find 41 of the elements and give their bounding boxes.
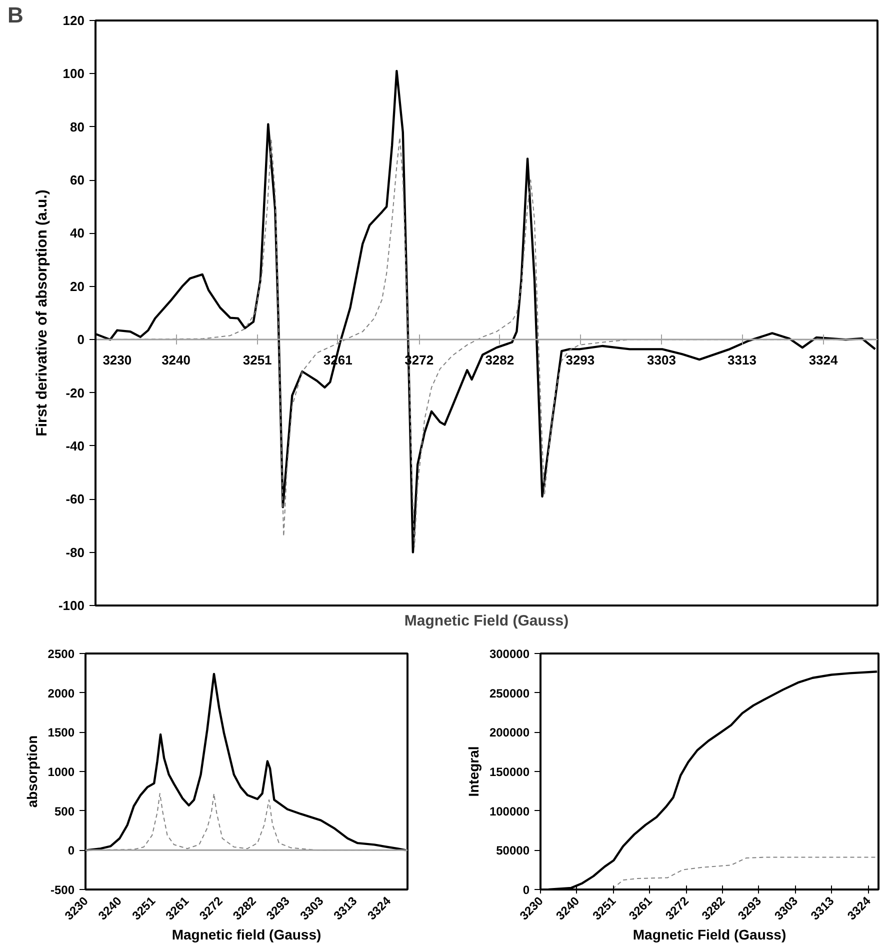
x-tick-label: 3303	[647, 352, 676, 368]
x-axis-title: Magnetic Field (Gauss)	[404, 612, 569, 630]
y-tick-label: 300000	[489, 647, 530, 661]
y-tick-label: 100000	[489, 804, 530, 818]
y-tick-label: -80	[66, 544, 85, 560]
y-tick-label: 250000	[489, 686, 530, 700]
x-tick-label: 3230	[59, 352, 132, 368]
x-tick-label: 3293	[566, 352, 595, 368]
y-tick-label: 50000	[496, 844, 530, 858]
y-tick-label: 0	[68, 844, 75, 858]
y-tick-label: -100	[58, 598, 85, 613]
y-tick-label: 200000	[489, 726, 530, 740]
y-axis-title: First derivative of absorption (a.u.)	[33, 190, 50, 436]
y-tick-label: 500	[54, 804, 75, 818]
y-tick-label: 100	[62, 66, 85, 82]
x-tick-label: 3240	[162, 352, 190, 368]
y-tick-label: 150000	[489, 765, 530, 779]
y-tick-label: 80	[70, 119, 85, 134]
x-tick-label: 3313	[728, 352, 756, 368]
y-tick-label: 2000	[48, 686, 75, 700]
y-tick-label: 20	[70, 278, 85, 294]
y-axis-title: absorption	[24, 735, 40, 808]
y-tick-label: -20	[66, 385, 85, 400]
x-tick-label: 3251	[242, 352, 272, 368]
y-tick-label: 60	[70, 172, 85, 188]
y-tick-label: -60	[66, 492, 85, 507]
x-tick-label: 3282	[485, 352, 514, 368]
y-tick-label: -500	[50, 883, 75, 897]
y-tick-label: -40	[66, 438, 85, 454]
y-tick-label: 2500	[48, 647, 75, 661]
y-tick-label: 0	[522, 883, 530, 897]
y-tick-label: 0	[77, 332, 85, 348]
y-tick-label: 40	[70, 226, 85, 241]
y-axis-title: Integral	[465, 746, 482, 797]
y-tick-label: 120	[62, 13, 85, 28]
x-tick-label: 3324	[808, 352, 839, 368]
y-tick-label: 1000	[48, 765, 75, 779]
text: B	[8, 2, 24, 28]
x-axis-title: Magnetic field (Gauss)	[172, 926, 322, 943]
x-axis-title: Magnetic Field (Gauss)	[632, 926, 786, 943]
y-tick-label: 1500	[48, 726, 75, 740]
